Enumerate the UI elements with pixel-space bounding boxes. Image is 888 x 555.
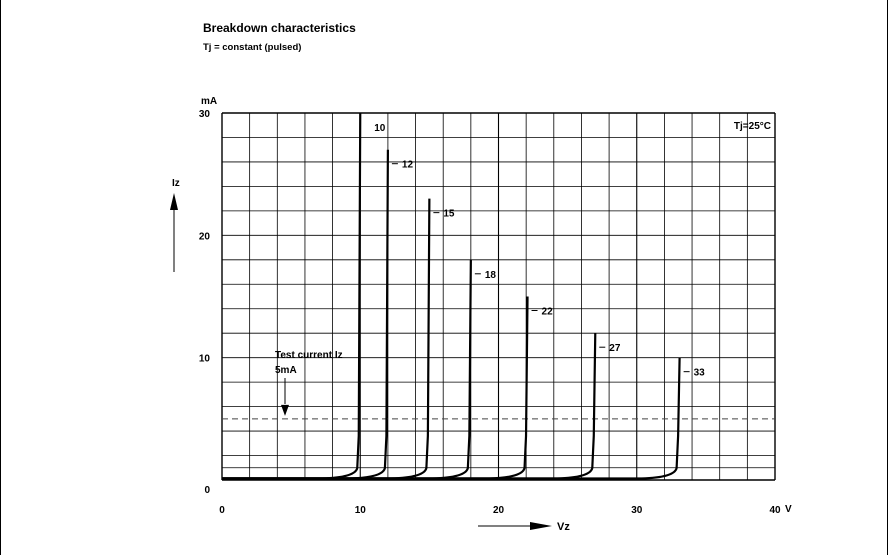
x-axis-arrow-head <box>530 522 552 530</box>
curve-label-12: 12 <box>402 160 414 171</box>
test-current-value-label: 5mA <box>275 365 297 376</box>
y-axis-arrow-head <box>170 193 178 210</box>
chart-subtitle: Tj = constant (pulsed) <box>203 42 302 53</box>
x-tick-label: 20 <box>493 505 505 516</box>
temperature-condition-label: Tj=25°C <box>734 121 771 132</box>
curves-group <box>222 112 681 480</box>
curve-labels-group: 10 12 15 18 22 27 33 <box>374 123 705 379</box>
x-tick-label: 30 <box>631 505 643 516</box>
curve-label-33: 33 <box>694 368 706 379</box>
y-tick-label: 10 <box>199 354 211 365</box>
curve-33 <box>222 357 681 480</box>
curve-10 <box>222 112 362 480</box>
curve-label-27: 27 <box>609 343 621 354</box>
y-tick-label: 0 <box>204 485 210 496</box>
chart-title: Breakdown characteristics <box>203 21 356 35</box>
test-current-arrow-head <box>281 404 289 416</box>
curve-label-18: 18 <box>485 270 497 281</box>
curve-label-22: 22 <box>542 307 554 318</box>
x-tick-label: 40 <box>769 505 781 516</box>
x-tick-label: 0 <box>219 505 225 516</box>
x-tick-label: 10 <box>355 505 367 516</box>
x-unit-label: V <box>785 504 792 515</box>
curve-label-10: 10 <box>374 123 386 134</box>
curve-18 <box>222 259 472 480</box>
curve-15 <box>222 198 431 480</box>
curve-label-15: 15 <box>443 209 455 220</box>
y-unit-label: mA <box>201 96 217 107</box>
y-axis-label: Iz <box>172 178 180 189</box>
chart-grid: 0 10 20 30 40 0 10 20 30 <box>199 109 781 516</box>
test-current-label: Test current Iz <box>275 350 343 361</box>
x-axis-label: Vz <box>557 521 570 533</box>
y-tick-label: 20 <box>199 231 211 242</box>
y-tick-label: 30 <box>199 109 211 120</box>
curve-22 <box>222 296 529 480</box>
